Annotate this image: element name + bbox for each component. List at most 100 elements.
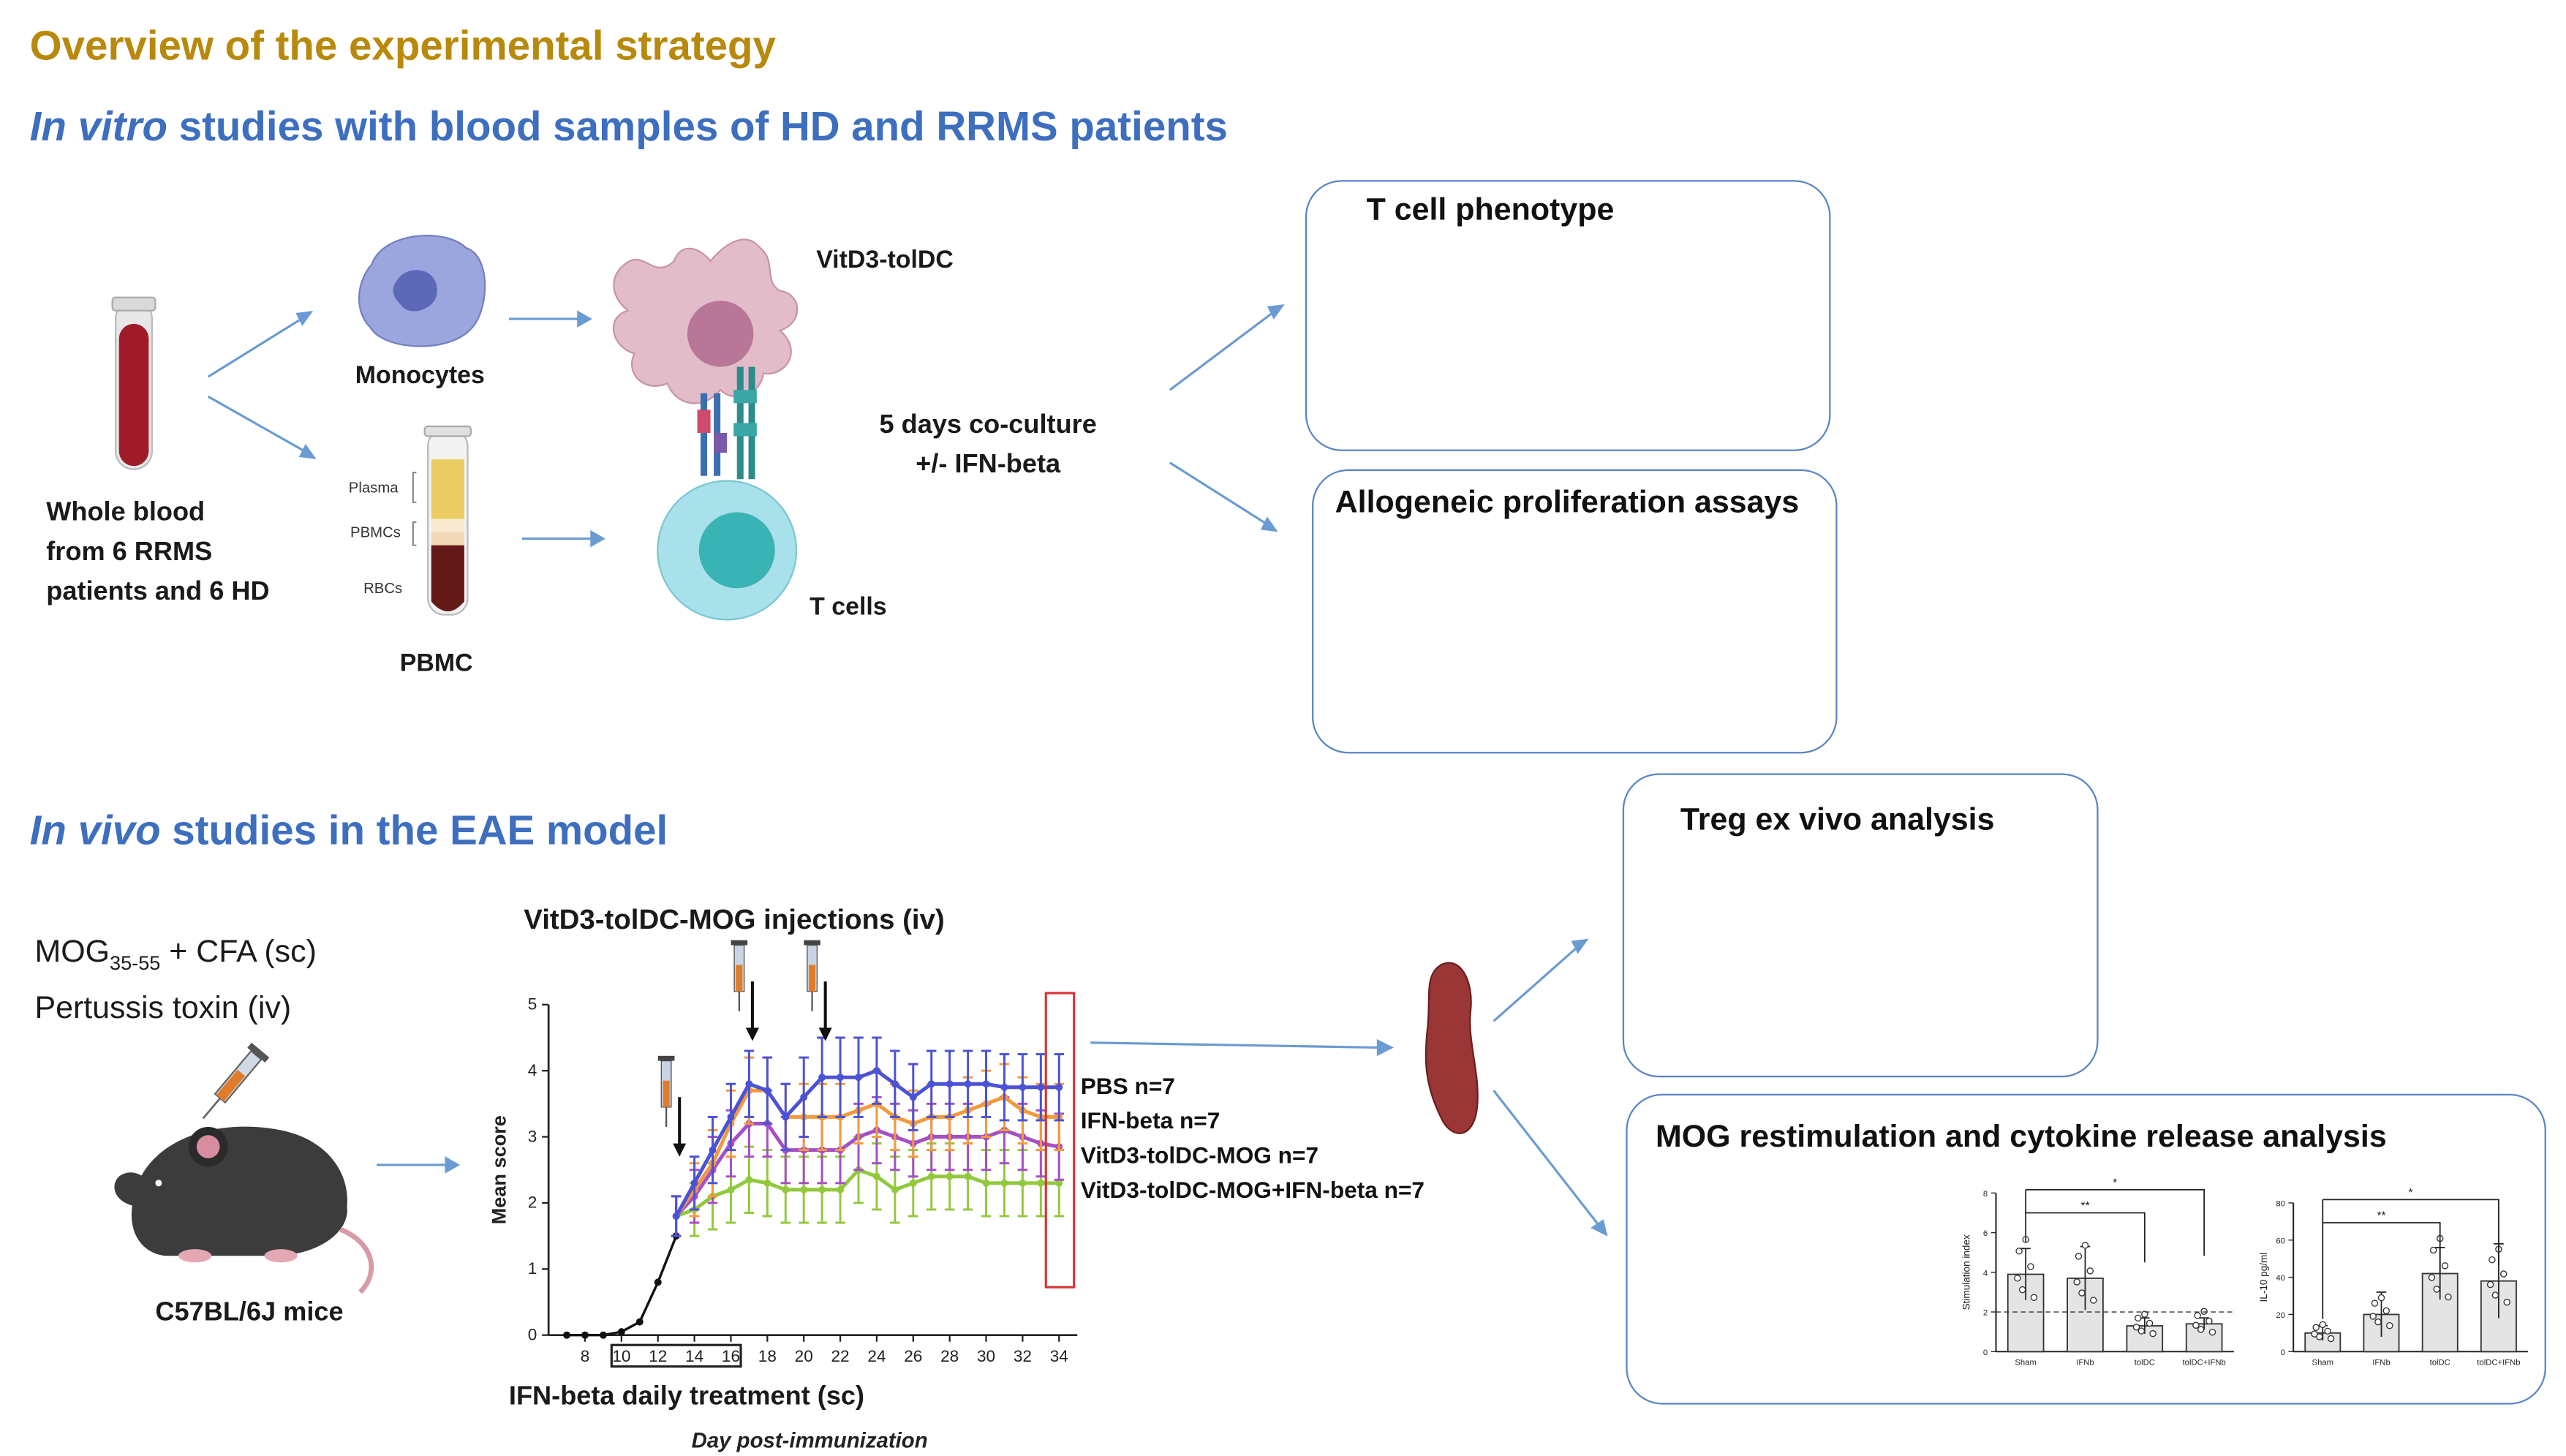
x-tick-label: 22: [831, 1347, 850, 1365]
data-point: [2141, 1310, 2148, 1318]
y-tick-label: 4: [1983, 1269, 1988, 1278]
series-point: [1055, 1083, 1063, 1091]
y-tick-label: 5: [528, 995, 537, 1014]
data-point: [2428, 1274, 2436, 1281]
data-point: [2319, 1321, 2327, 1329]
series-point: [818, 1074, 826, 1082]
baseline-point: [563, 1331, 571, 1339]
series-point: [982, 1179, 990, 1187]
y-axis-label: IL-10 pg/ml: [2258, 1253, 2269, 1302]
series-point: [872, 1067, 880, 1075]
data-point: [2197, 1326, 2205, 1333]
data-point: [2208, 1328, 2216, 1336]
syringe-plunger: [804, 940, 820, 946]
category-label: IFNb: [2076, 1358, 2094, 1367]
series-point: [909, 1179, 917, 1187]
syringe-plunger: [731, 940, 748, 946]
data-point: [2200, 1308, 2208, 1315]
syringe-icon: [202, 1042, 270, 1120]
pbmc-label: PBMC: [399, 649, 473, 678]
endpoint-bracket: [1044, 992, 1076, 1289]
injections-label: VitD3-tolDC-MOG injections (iv): [524, 903, 945, 935]
pbmc-tube-icon: [412, 425, 472, 616]
series-point: [690, 1179, 698, 1187]
series-point: [745, 1080, 753, 1088]
y-tick-label: 0: [2281, 1349, 2285, 1357]
allogeneic-proliferation-box: Allogeneic proliferation assays: [1312, 469, 1838, 754]
data-point: [2073, 1278, 2080, 1286]
y-tick-label: 2: [1983, 1309, 1988, 1318]
data-point: [2503, 1298, 2510, 1306]
series-point: [1037, 1179, 1045, 1187]
blood-tube-icon: [111, 296, 156, 470]
x-tick-label: 14: [685, 1347, 703, 1365]
data-point: [2081, 1242, 2089, 1249]
significance-label: **: [2377, 1210, 2385, 1223]
box-title: Treg ex vivo analysis: [1680, 803, 1995, 838]
ifn-treatment-label: IFN-beta daily treatment (sc): [508, 1383, 865, 1411]
series-point: [1055, 1179, 1063, 1187]
y-tick-label: 0: [528, 1325, 537, 1343]
series-point: [872, 1172, 880, 1180]
data-point: [2075, 1253, 2083, 1260]
data-point: [2149, 1329, 2156, 1338]
data-point: [2486, 1280, 2494, 1289]
series-point: [837, 1074, 845, 1082]
category-label: tolDC: [2430, 1358, 2450, 1367]
data-point: [2205, 1317, 2213, 1325]
ifn-treatment-bracket: [610, 1343, 742, 1368]
category-label: Sham: [2312, 1358, 2333, 1367]
monocytes-label: Monocytes: [355, 361, 485, 391]
syringe-fill: [663, 1080, 670, 1107]
data-point: [2488, 1256, 2496, 1264]
injection-marker: [804, 940, 832, 1041]
significance-bracket: [2322, 1199, 2499, 1266]
series-point: [727, 1113, 735, 1121]
data-point: [2491, 1291, 2499, 1299]
data-point: [2132, 1324, 2140, 1331]
data-point: [2445, 1293, 2452, 1301]
data-point: [2499, 1270, 2507, 1278]
injection-arrowhead: [745, 1027, 759, 1041]
series-point: [964, 1080, 972, 1088]
x-tick-label: 32: [1014, 1347, 1032, 1365]
y-tick-label: 2: [528, 1193, 537, 1212]
data-point: [2030, 1294, 2038, 1301]
legend-entry: IFN-beta n=7: [1081, 1107, 1220, 1134]
category-label: tolDC: [2135, 1358, 2155, 1367]
data-point: [2194, 1312, 2201, 1319]
x-tick-label: 28: [940, 1347, 959, 1365]
in-vivo-heading: In vivo studies in the EAE model: [29, 807, 668, 855]
data-point: [2018, 1286, 2026, 1294]
coculture-label: 5 days co-culture +/- IFN-beta: [879, 411, 1097, 480]
t-cell-phenotype-box: T cell phenotype: [1305, 180, 1831, 451]
series-point: [909, 1093, 917, 1101]
y-axis-label: Stimulation index: [1961, 1234, 1971, 1310]
legend-entry: VitD3-tolDC-MOG+IFN-beta n=7: [1081, 1177, 1424, 1203]
baseline-point: [617, 1328, 625, 1336]
series-point: [745, 1176, 753, 1184]
significance-label: **: [2080, 1200, 2089, 1212]
category-label: tolDC+IFNb: [2477, 1358, 2520, 1367]
data-point: [2311, 1330, 2318, 1338]
baseline-point: [581, 1331, 589, 1339]
series-point: [800, 1185, 808, 1193]
data-point: [2078, 1289, 2086, 1297]
box-title: Allogeneic proliferation assays: [1335, 486, 1800, 521]
x-tick-label: 26: [904, 1347, 922, 1365]
legend-entry: PBS n=7: [1081, 1073, 1175, 1099]
baseline-point: [599, 1331, 607, 1339]
significance-bracket: [2322, 1222, 2441, 1272]
y-tick-label: 8: [1983, 1190, 1988, 1199]
data-point: [2371, 1300, 2379, 1307]
y-tick-label: 1: [528, 1259, 537, 1278]
series-point: [964, 1172, 972, 1180]
y-tick-label: 20: [2276, 1311, 2285, 1320]
series-point: [782, 1113, 790, 1121]
data-point: [2146, 1319, 2154, 1327]
series-point: [1000, 1179, 1008, 1187]
